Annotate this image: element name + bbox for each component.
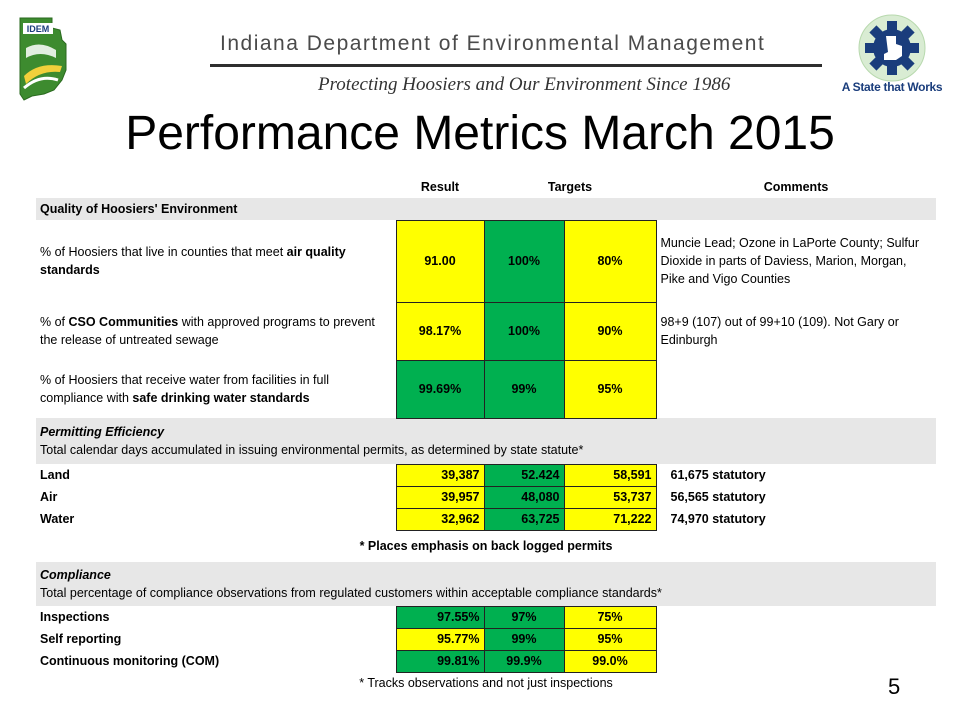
permit-label: Water [40,511,75,526]
comment-text: 61,675 statutory [670,467,766,482]
target-value: 71,222 [563,507,657,531]
table-row: Water 32,962 63,725 71,222 74,970 statut… [36,507,936,531]
table-row: % of CSO Communities with approved progr… [36,301,936,361]
department-name: Indiana Department of Environmental Mana… [220,32,766,55]
header-targets: Targets [547,179,593,194]
result-value: 99.81% [395,649,485,673]
compliance-footnote: * Tracks observations and not just inspe… [359,676,613,691]
metric-label: % of Hoosiers that live in counties that… [40,244,346,277]
comment-text: Muncie Lead; Ozone in LaPorte County; Su… [660,235,919,287]
section-compliance-desc: Total percentage of compliance observati… [40,585,662,600]
compliance-label: Continuous monitoring (COM) [40,653,220,668]
target-value: 99.0% [563,649,657,673]
target-value: 90% [563,301,657,361]
comment-text: 56,565 statutory [670,489,766,504]
table-row: Continuous monitoring (COM) 99.81% 99.9%… [36,649,936,673]
tagline: Protecting Hoosiers and Our Environment … [318,74,731,95]
section-quality-title: Quality of Hoosiers' Environment [36,198,937,220]
result-value: 99.69% [395,359,485,419]
table-header-row: Result Targets Comments [36,176,936,198]
target-value: 97% [483,605,565,629]
table-row: Land 39,387 52.424 58,591 61,675 statuto… [36,463,936,487]
result-value: 32,962 [395,507,485,531]
result-value: 98.17% [395,301,485,361]
section-compliance: Compliance Total percentage of complianc… [36,562,936,606]
section-compliance-row: Compliance Total percentage of complianc… [36,562,937,606]
target-value: 48,080 [483,485,565,509]
table-row: Self reporting 95.77% 99% 95% [36,627,936,651]
result-value: 97.55% [395,605,485,629]
section-permitting-desc: Total calendar days accumulated in issui… [40,443,584,457]
result-value: 95.77% [395,627,485,651]
header-comments: Comments [763,179,829,194]
table-row: Inspections 97.55% 97% 75% [36,605,936,629]
target-value: 100% [483,301,565,361]
section-permitting-row: Permitting Efficiency Total calendar day… [36,418,937,464]
target-value: 52.424 [483,463,565,487]
result-value: 39,957 [395,485,485,509]
header-result: Result [420,179,460,194]
target-value: 63,725 [483,507,565,531]
state-that-works-logo [858,14,926,82]
table-row: % of Hoosiers that receive water from fa… [36,359,936,419]
target-value: 95% [563,627,657,651]
target-value: 95% [563,359,657,419]
table-row: % of Hoosiers that live in counties that… [36,219,936,303]
compliance-label: Self reporting [40,631,122,646]
section-quality-row: Quality of Hoosiers' Environment [36,198,937,220]
target-value: 100% [483,219,565,303]
metrics-table: Result Targets Comments Quality of Hoosi… [36,176,937,694]
page-number: 5 [888,674,901,699]
header-divider [210,64,822,67]
idem-logo: IDEM [19,17,67,101]
page-title: Performance Metrics March 2015 [125,107,835,160]
permitting-footnote: * Places emphasis on back logged permits [359,539,613,554]
section-compliance-title: Compliance [40,567,111,582]
target-value: 99% [483,359,565,419]
result-value: 91.00 [395,219,485,303]
target-value: 99.9% [483,649,565,673]
comment-text [656,360,936,418]
target-value: 99% [483,627,565,651]
target-value: 58,591 [563,463,657,487]
comment-text: 98+9 (107) out of 99+10 (109). Not Gary … [660,314,899,347]
table-row: Air 39,957 48,080 53,737 56,565 statutor… [36,485,936,509]
target-value: 80% [563,219,657,303]
compliance-label: Inspections [40,609,110,624]
target-value: 53,737 [563,485,657,509]
header-metric [36,176,396,198]
permit-label: Air [40,489,58,504]
state-logo-text: A State that Works [841,80,943,94]
header-band: IDEM Indiana Department of Environmental… [0,0,960,101]
idem-logo-text: IDEM [27,24,50,34]
permitting-footnote-row: * Places emphasis on back logged permits [36,530,936,562]
permit-label: Land [40,467,70,482]
metric-label: % of CSO Communities with approved progr… [40,314,375,347]
section-permitting: Permitting Efficiency Total calendar day… [36,418,936,464]
metric-label: % of Hoosiers that receive water from fa… [40,372,329,405]
target-value: 75% [563,605,657,629]
compliance-footnote-row: * Tracks observations and not just inspe… [36,672,936,694]
comment-text: 74,970 statutory [670,511,766,526]
section-permitting-title: Permitting Efficiency [40,424,165,439]
result-value: 39,387 [395,463,485,487]
